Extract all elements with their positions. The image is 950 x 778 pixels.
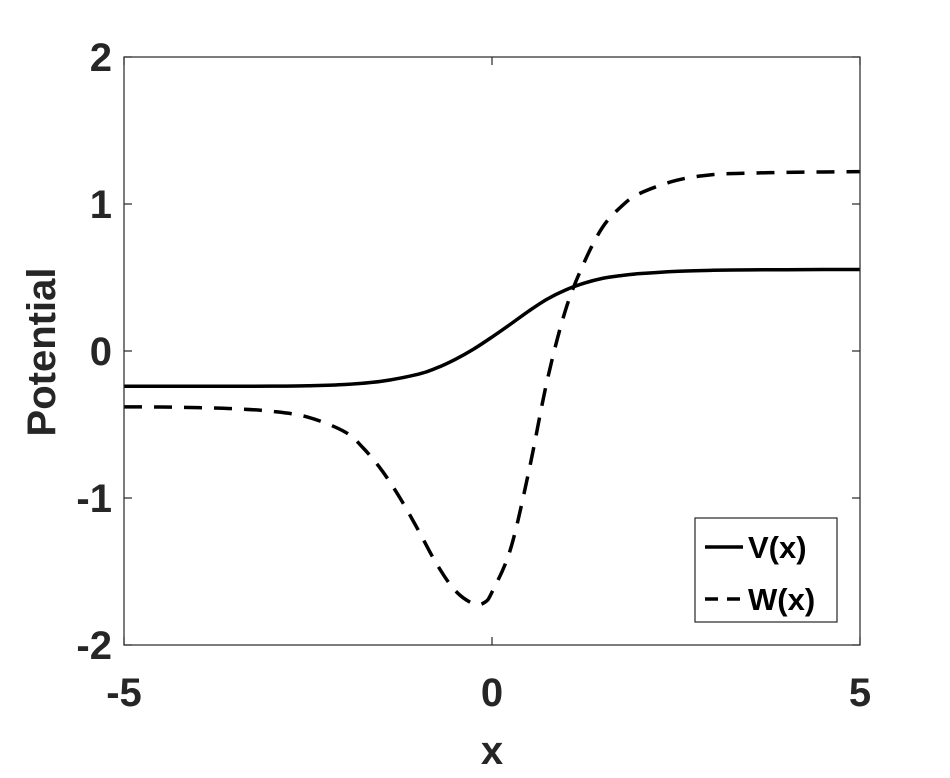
x-tick-label: -5 — [106, 671, 142, 715]
series-line-w — [123, 169, 861, 607]
y-tick-label: -1 — [76, 477, 112, 521]
legend-label-v: V(x) — [748, 530, 807, 565]
y-tick-label: 0 — [90, 330, 112, 374]
y-tick-label: 1 — [90, 183, 112, 227]
x-axis-title: x — [481, 729, 503, 773]
legend-box — [694, 517, 838, 623]
x-tick-label: 5 — [849, 671, 871, 715]
series-line-v — [124, 267, 861, 389]
y-axis-title: Potential — [20, 268, 64, 437]
legend: V(x) W(x) — [694, 517, 838, 623]
x-tick-labels: -5 0 5 — [106, 671, 871, 715]
y-tick-labels: -2 -1 0 1 2 — [76, 36, 112, 668]
y-tick-label: -2 — [76, 624, 112, 668]
y-tick-label: 2 — [90, 36, 112, 80]
ticks-layer — [123, 56, 861, 646]
legend-label-w: W(x) — [748, 582, 815, 617]
series-layer — [123, 169, 861, 607]
x-tick-label: 0 — [481, 671, 503, 715]
